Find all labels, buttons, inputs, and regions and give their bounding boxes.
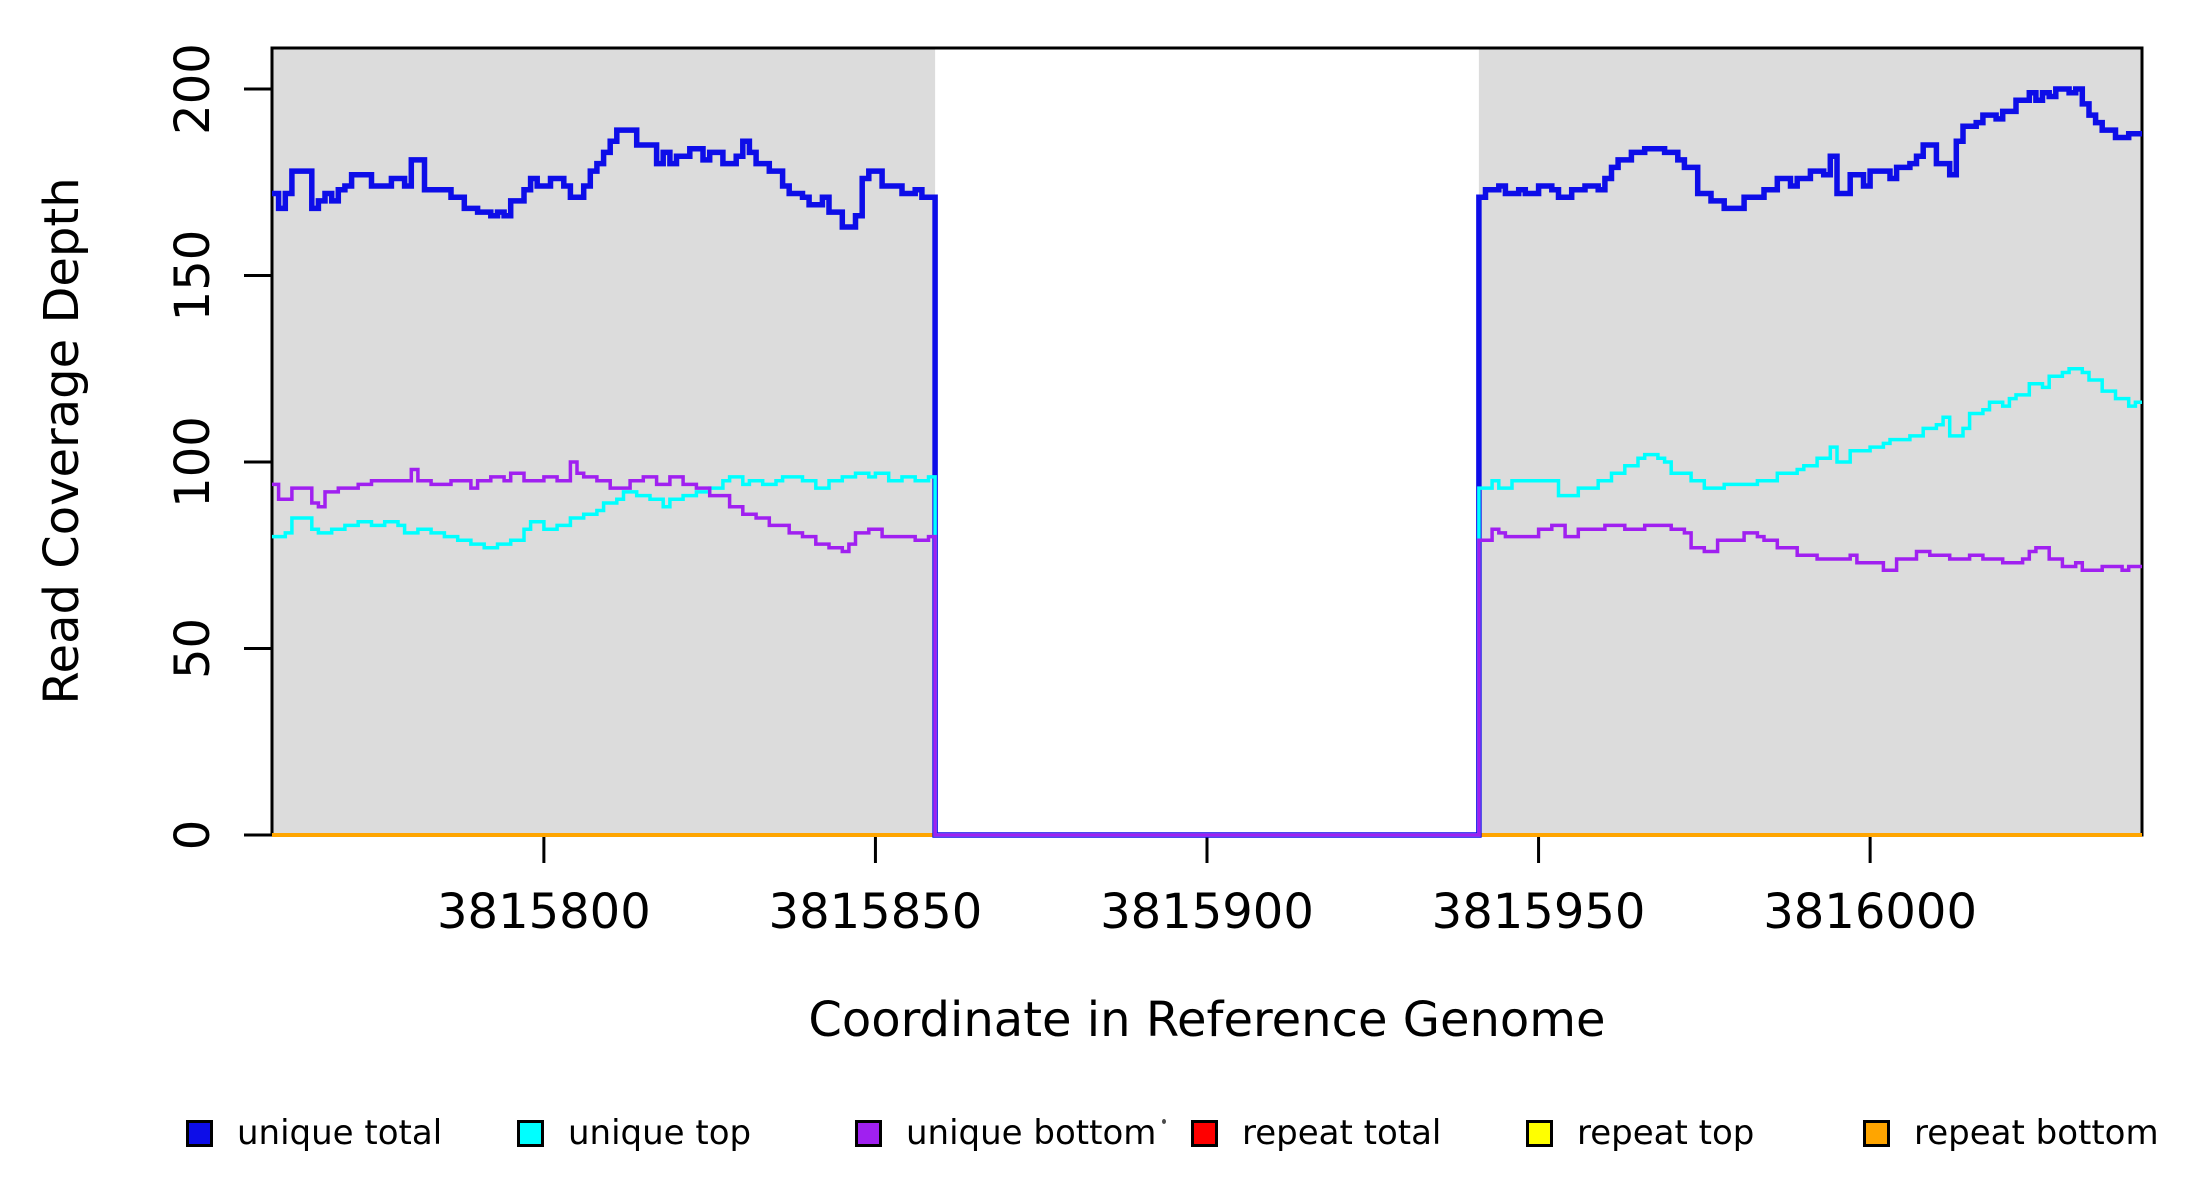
shaded-region <box>272 48 936 835</box>
series-line-unique-top <box>272 367 2142 837</box>
stray-dot <box>1162 1119 1166 1124</box>
series-line-unique-bottom <box>272 460 2142 837</box>
x-axis-title: Coordinate in Reference Genome <box>808 992 1606 1048</box>
x-tick-label: 3816000 <box>1763 884 1977 940</box>
y-tick-label: 100 <box>165 416 221 508</box>
y-tick-label: 50 <box>165 618 221 679</box>
x-tick-label: 3815950 <box>1432 884 1646 940</box>
y-tick-label: 0 <box>165 820 221 851</box>
x-tick-label: 3815900 <box>1100 884 1314 940</box>
y-tick-label: 200 <box>165 43 221 135</box>
shaded-region <box>1478 48 2142 835</box>
y-axis-title: Read Coverage Depth <box>34 177 90 705</box>
x-tick-label: 3815800 <box>437 884 651 940</box>
x-tick-label: 3815850 <box>769 884 983 940</box>
y-tick-label: 150 <box>165 230 221 322</box>
